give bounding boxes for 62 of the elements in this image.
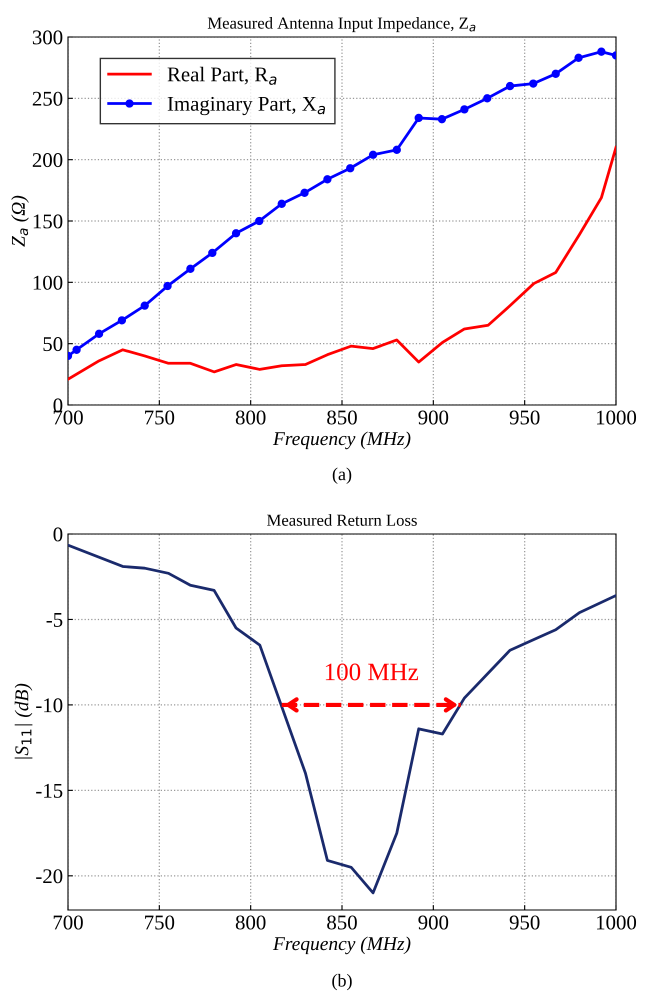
point (574, 54, 583, 62)
point (483, 94, 492, 102)
point (346, 164, 354, 172)
y-tick-label: 150 (34, 214, 62, 228)
y-axis-title: |S$_{11}$| (dB) (14, 684, 32, 758)
point (232, 229, 240, 238)
legend-label: Imaginary Part, X$_{a}$ (168, 96, 326, 116)
chart-title: Measured Return Loss (267, 514, 417, 526)
x-axis-title: Frequency (MHz) (272, 936, 410, 954)
point (186, 264, 195, 274)
point (597, 48, 606, 56)
text: (a) (332, 468, 352, 484)
legend-label: Real Part, R$_{a}$ (168, 66, 276, 85)
x-tick-label: 700 (54, 915, 83, 930)
point (140, 301, 149, 310)
x-tick-label: 900 (418, 915, 448, 930)
y-tick-label: -5 (46, 613, 62, 627)
point (278, 200, 286, 208)
y-tick-label: 50 (44, 337, 62, 352)
x-tick-label: 700 (54, 410, 83, 425)
point (438, 115, 446, 124)
point (163, 282, 172, 290)
point (208, 248, 216, 258)
y-tick-label: 300 (32, 30, 62, 44)
x-tick-label: 850 (327, 410, 357, 425)
y-tick-label: 0 (54, 527, 62, 542)
point (72, 346, 81, 354)
y-tick-label: -10 (36, 698, 62, 712)
annotation: 100 MHz (326, 664, 418, 680)
point (552, 70, 560, 78)
x-tick-label: 750 (145, 410, 174, 425)
y-tick-label: 250 (32, 92, 62, 106)
x-tick-label: 950 (510, 410, 540, 425)
y-tick-label: 100 (34, 276, 62, 290)
line-series (68, 146, 616, 381)
point (94, 330, 104, 338)
point (460, 105, 469, 114)
x-tick-label: 950 (510, 915, 540, 930)
point (118, 316, 126, 325)
point (529, 79, 538, 88)
x-tick-label: 1000 (597, 915, 636, 930)
x-tick-label: 850 (327, 915, 357, 930)
point (323, 175, 332, 184)
x-tick-label: 800 (236, 915, 266, 930)
x-tick-label: 800 (236, 410, 266, 425)
line-series (68, 544, 616, 894)
x-tick-label: 750 (145, 915, 174, 930)
point (506, 82, 514, 90)
x-tick-label: 900 (418, 410, 448, 425)
x-axis-title: Frequency (MHz) (272, 432, 410, 450)
point (368, 150, 378, 159)
point (414, 114, 423, 122)
point (300, 188, 309, 197)
point (392, 146, 401, 154)
text: (b) (332, 974, 352, 990)
point (255, 216, 264, 226)
chart-title: Measured Antenna Input Impedance, Z$_{a}$ (208, 17, 476, 32)
x-tick-label: 1000 (597, 410, 636, 425)
y-axis-title: Z$_{a}$ (Ω) (11, 196, 29, 247)
y-tick-label: -15 (36, 784, 62, 798)
y-tick-label: 200 (32, 153, 62, 168)
y-tick-label: -20 (36, 869, 62, 884)
